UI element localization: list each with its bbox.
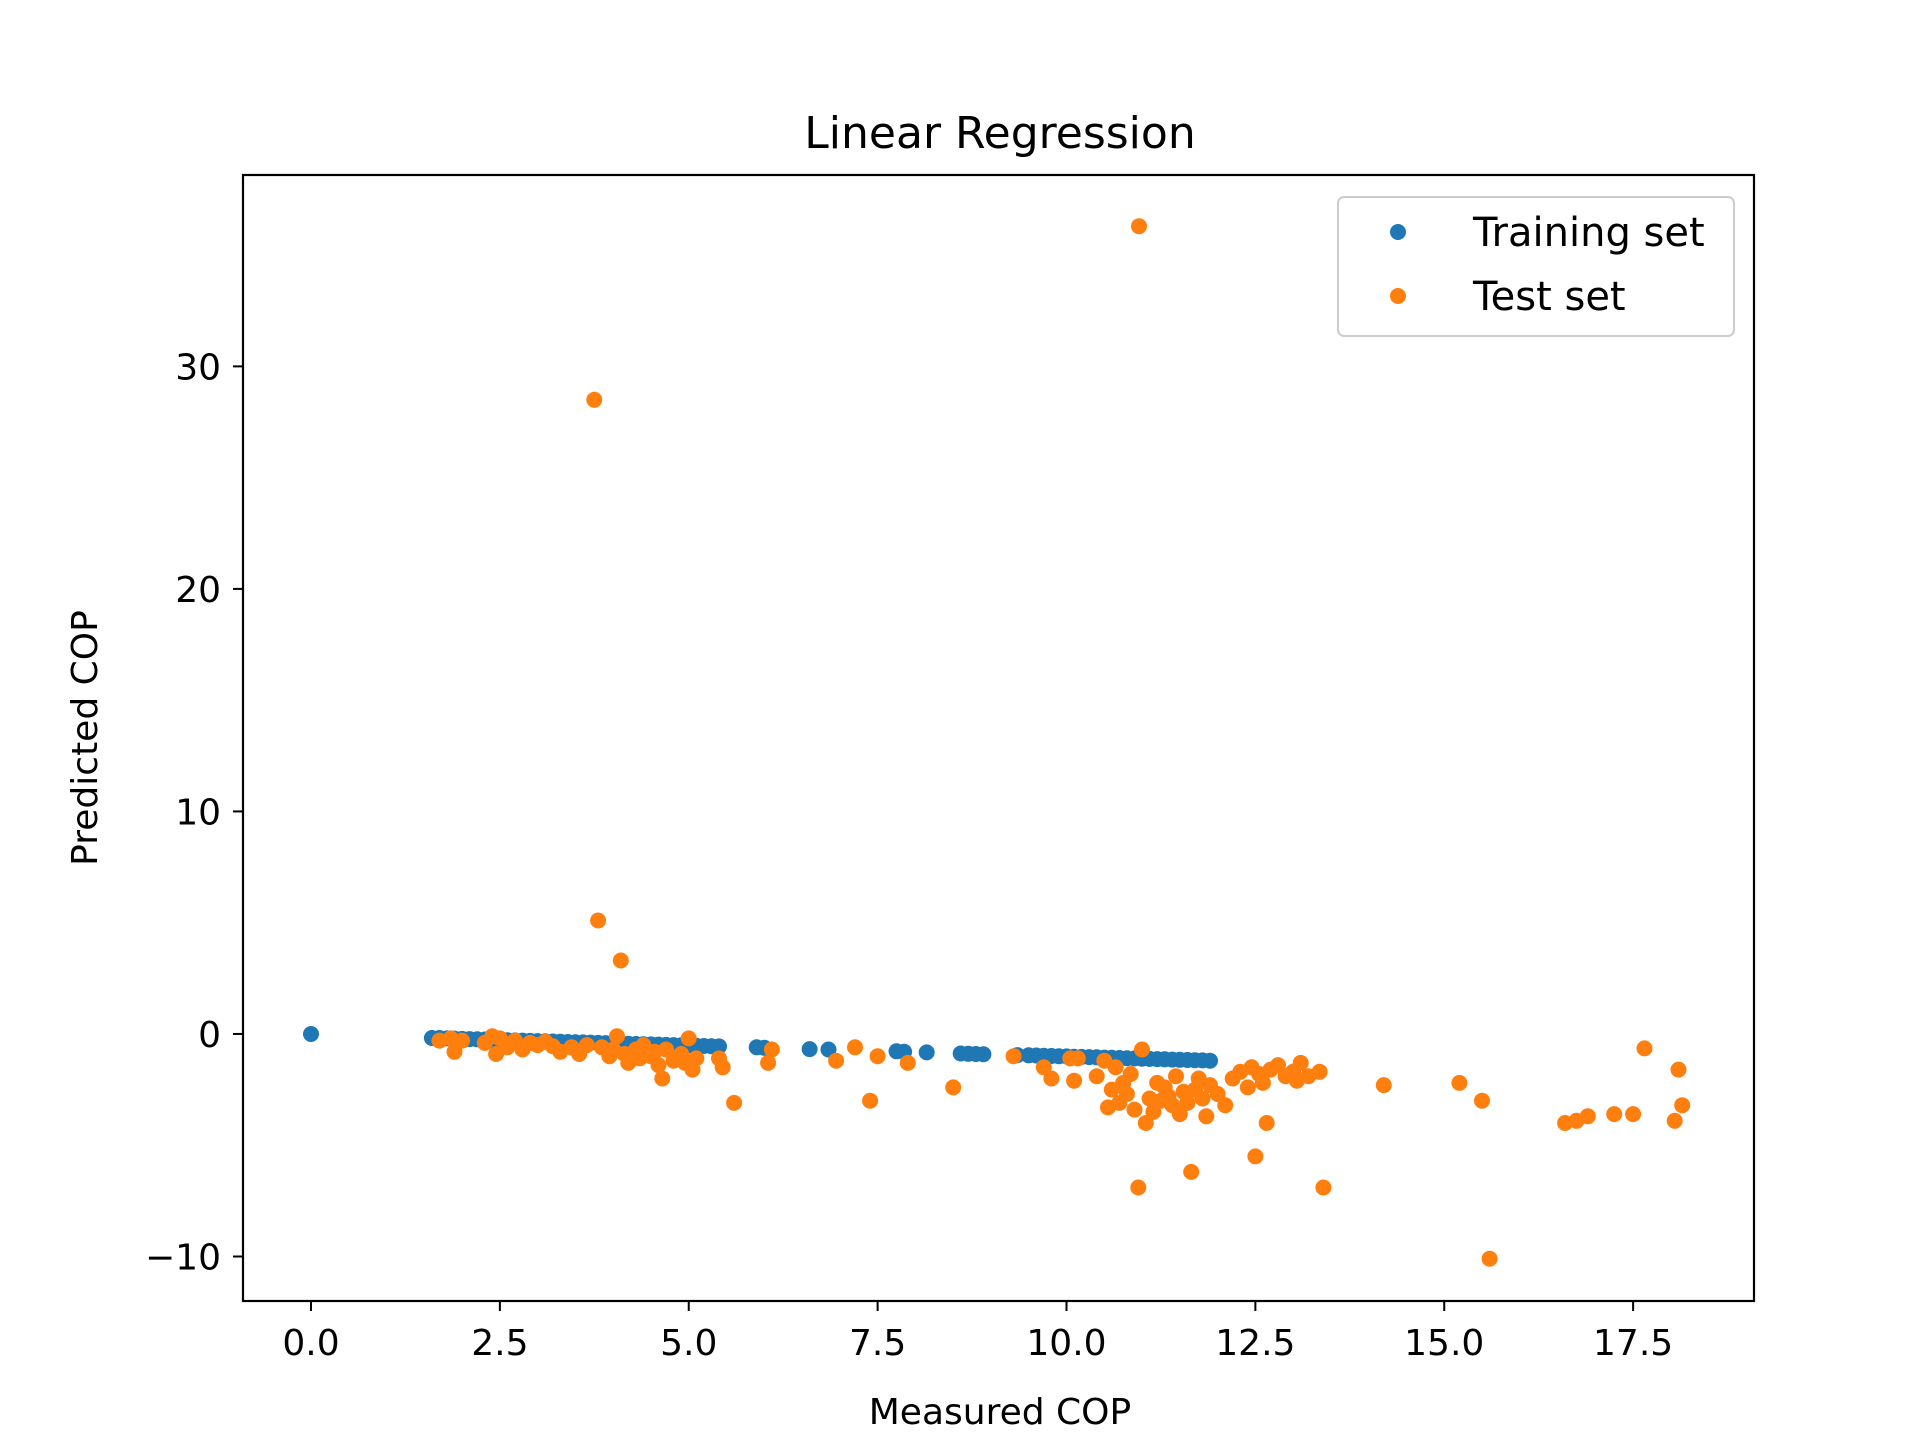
data-point (1005, 1048, 1022, 1065)
x-tick-label: 12.5 (1215, 1323, 1295, 1364)
data-point (446, 1043, 463, 1060)
data-point (1636, 1040, 1653, 1057)
data-point (609, 1028, 625, 1045)
x-tick-label: 5.0 (660, 1323, 717, 1364)
data-point (945, 1079, 962, 1096)
y-tick-label: −10 (145, 1237, 221, 1278)
data-point (862, 1092, 879, 1109)
data-point (454, 1032, 471, 1049)
data-point (590, 912, 607, 929)
data-point (760, 1054, 777, 1071)
data-point (1118, 1086, 1135, 1102)
data-point (1315, 1179, 1332, 1196)
data-point (1069, 1050, 1086, 1067)
data-point (303, 1026, 319, 1042)
x-axis-label: Measured COP (869, 1392, 1131, 1433)
data-point (1474, 1092, 1490, 1109)
data-point (1122, 1066, 1139, 1082)
data-point (1579, 1108, 1596, 1125)
data-point (1137, 1115, 1154, 1131)
legend-marker-test (1390, 288, 1406, 304)
data-point (654, 1070, 671, 1087)
data-point (578, 1037, 595, 1054)
y-tick-label: 10 (175, 792, 221, 833)
data-point (1247, 1148, 1264, 1165)
data-point (680, 1030, 697, 1047)
data-point (650, 1057, 667, 1074)
y-tick-label: 20 (175, 570, 221, 611)
data-point (714, 1059, 731, 1076)
y-axis: −10 0 10 20 30 (145, 347, 243, 1278)
data-point (688, 1050, 705, 1067)
data-point (1171, 1106, 1188, 1123)
data-point (1183, 1163, 1200, 1180)
data-point (1209, 1086, 1226, 1102)
x-axis: 0.0 2.5 5.0 7.5 10.0 12.5 15.0 17.5 (282, 1301, 1673, 1364)
data-point (726, 1094, 743, 1111)
data-point (1375, 1077, 1392, 1094)
series-test (431, 218, 1691, 1267)
data-points (303, 218, 1691, 1267)
x-tick-label: 0.0 (282, 1323, 339, 1364)
data-point (899, 1054, 916, 1071)
y-axis-label: Predicted COP (65, 610, 106, 866)
data-point (1670, 1061, 1687, 1078)
data-point (1481, 1250, 1498, 1267)
data-point (1254, 1074, 1271, 1091)
data-point (918, 1044, 935, 1061)
data-point (711, 1038, 727, 1055)
data-point (658, 1041, 675, 1058)
data-point (586, 391, 603, 408)
data-point (612, 952, 629, 969)
legend: Training set Test set (1337, 196, 1735, 337)
data-point (1134, 1041, 1150, 1058)
legend-label-test: Test set (1472, 274, 1626, 320)
data-point (847, 1039, 863, 1056)
data-point (1107, 1059, 1124, 1076)
chart-title: Linear Regression (804, 108, 1195, 159)
plot-frame (241, 173, 1756, 1303)
data-point (820, 1041, 837, 1058)
data-point (1217, 1097, 1234, 1114)
data-point (1043, 1070, 1060, 1087)
y-tick-label: 0 (198, 1015, 221, 1056)
data-point (1179, 1094, 1196, 1111)
data-point (1451, 1074, 1468, 1091)
data-point (1035, 1059, 1052, 1076)
x-tick-label: 17.5 (1593, 1323, 1673, 1364)
legend-marker-training (1390, 224, 1406, 240)
data-point (1292, 1054, 1309, 1071)
x-tick-label: 10.0 (1026, 1323, 1106, 1364)
data-point (801, 1041, 818, 1058)
data-point (763, 1041, 780, 1058)
data-point (1198, 1108, 1215, 1125)
data-point (975, 1046, 992, 1063)
data-point (1168, 1068, 1184, 1085)
data-point (1126, 1101, 1143, 1118)
data-point (1202, 1052, 1218, 1069)
data-point (1258, 1115, 1275, 1131)
data-point (869, 1048, 886, 1065)
data-point (1194, 1090, 1211, 1107)
x-tick-label: 7.5 (849, 1323, 906, 1364)
data-point (1088, 1068, 1105, 1085)
data-point (1130, 1179, 1147, 1196)
data-point (1066, 1072, 1083, 1089)
data-point (1311, 1063, 1328, 1080)
data-point (828, 1052, 845, 1069)
data-point (1625, 1106, 1642, 1123)
legend-label-training: Training set (1472, 210, 1705, 256)
x-tick-label: 15.0 (1404, 1323, 1484, 1364)
x-tick-label: 2.5 (471, 1323, 528, 1364)
data-point (1606, 1106, 1623, 1123)
legend-box (1337, 196, 1735, 337)
plot-area (243, 175, 1754, 1301)
y-tick-label: 30 (175, 347, 221, 388)
data-point (1666, 1112, 1683, 1129)
data-point (1239, 1079, 1256, 1096)
data-point (1131, 218, 1147, 235)
data-point (1674, 1097, 1691, 1114)
